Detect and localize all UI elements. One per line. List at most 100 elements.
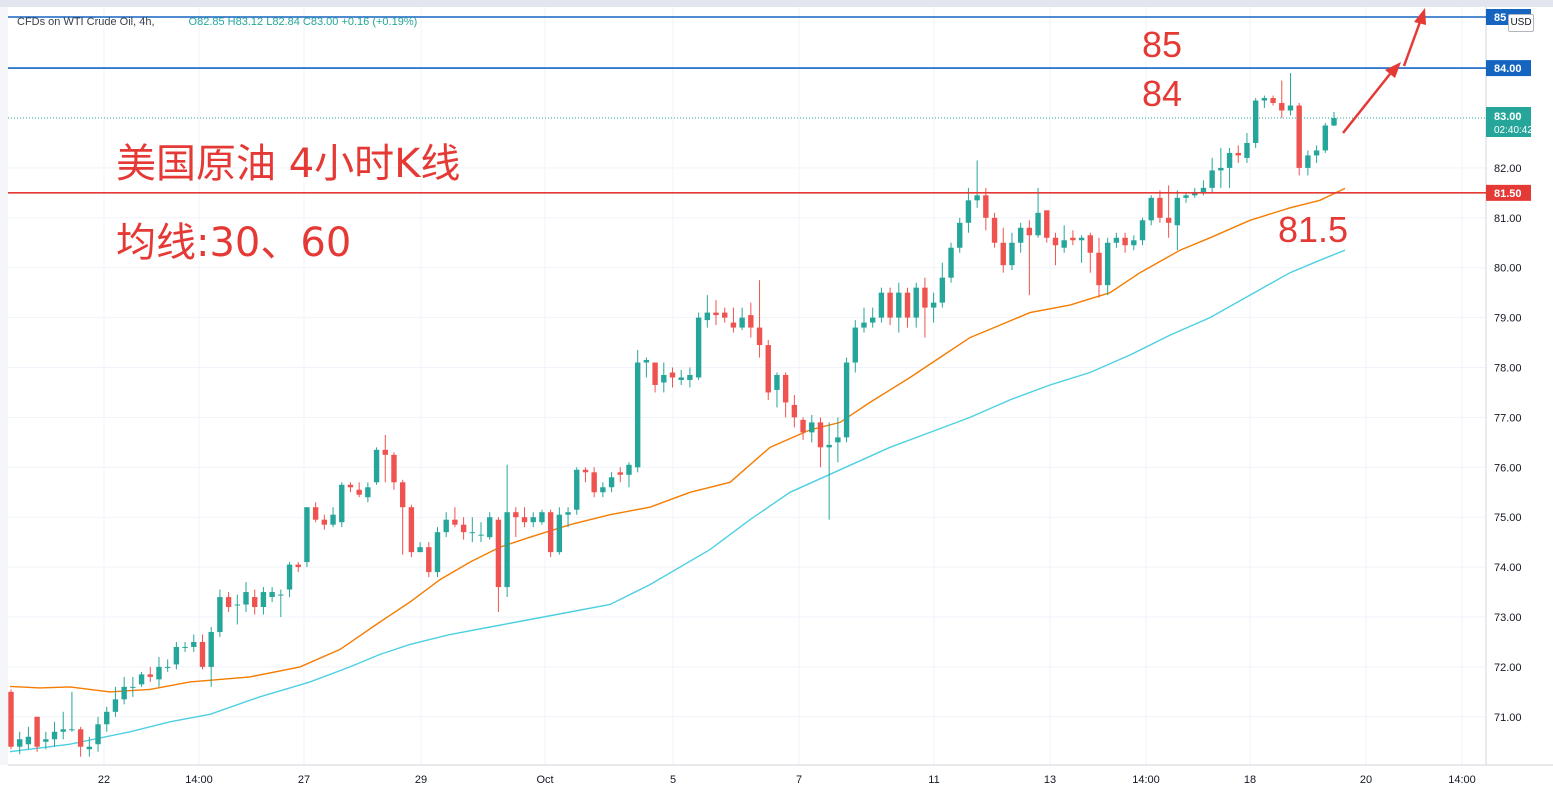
candle-body	[1322, 125, 1328, 151]
candle	[756, 280, 763, 358]
candle	[582, 467, 589, 483]
arrow-head-2	[1414, 8, 1426, 25]
candle-body	[1131, 240, 1137, 246]
candle-body	[774, 374, 780, 390]
candle	[8, 689, 14, 750]
candle-body	[687, 374, 693, 380]
candle-body	[809, 422, 815, 433]
candle-body	[1235, 152, 1241, 156]
candle-body	[1148, 197, 1154, 221]
arrow-line-1	[1342, 73, 1391, 134]
candle	[382, 434, 388, 483]
candle	[1087, 232, 1093, 273]
candle-body	[1287, 105, 1294, 111]
candle	[1157, 190, 1163, 223]
candle	[896, 282, 902, 333]
time-tick-label: Oct	[536, 774, 553, 786]
candle	[835, 417, 841, 463]
candle-body	[234, 604, 241, 606]
candle-body	[1026, 227, 1033, 236]
candle	[1009, 232, 1015, 271]
candle	[1287, 73, 1294, 116]
candle	[304, 507, 310, 568]
candle	[1104, 237, 1111, 296]
candle-body	[408, 507, 415, 553]
candle	[295, 562, 301, 573]
candle-body	[800, 419, 806, 433]
candle-body	[112, 699, 119, 712]
candle	[730, 307, 737, 333]
candle-body	[1270, 98, 1276, 104]
candle	[608, 472, 615, 493]
price-tick-label: 79.00	[1494, 313, 1522, 325]
candle	[826, 422, 832, 520]
grid-lines	[8, 7, 1486, 765]
candle	[913, 282, 919, 328]
candle	[626, 462, 632, 488]
candle-body	[373, 449, 380, 483]
candle	[286, 562, 293, 598]
price-tick-label: 73.00	[1494, 612, 1522, 624]
candle	[904, 287, 911, 328]
candle-body	[521, 517, 528, 523]
candle-body	[469, 532, 476, 534]
candle-body	[225, 597, 232, 608]
candle-body	[478, 534, 484, 536]
price-tick-label: 76.00	[1494, 462, 1522, 474]
candle-body	[887, 292, 893, 318]
candle-body	[922, 287, 928, 308]
candle-body	[730, 322, 737, 328]
candle	[617, 467, 623, 483]
candle-body	[547, 512, 554, 553]
candle	[321, 514, 328, 530]
symbol-label: CFDs on WTI Crude Oil, 4h,	[17, 16, 155, 28]
candle-body	[600, 487, 606, 493]
candle-body	[286, 564, 293, 590]
candle	[678, 369, 684, 385]
candle-body	[896, 292, 902, 318]
candle	[452, 507, 458, 528]
candle	[443, 512, 449, 538]
candle	[1174, 190, 1181, 251]
candle-body	[1192, 192, 1198, 196]
candle-body	[1044, 210, 1050, 238]
candle-body	[1087, 235, 1093, 253]
candle	[330, 507, 336, 528]
candle-body	[365, 487, 371, 498]
candle	[1279, 80, 1285, 118]
tag-countdown: 02:40:42	[1494, 125, 1533, 136]
candle	[1122, 232, 1128, 253]
currency-badge[interactable]: USD	[1508, 14, 1534, 32]
candle	[208, 626, 214, 687]
candle	[1305, 150, 1311, 176]
candle	[199, 634, 206, 670]
candle-body	[1122, 237, 1128, 246]
candle	[243, 582, 249, 613]
candle-body	[217, 597, 223, 632]
candle	[713, 300, 719, 326]
candle-body	[634, 362, 641, 468]
candle-body	[391, 454, 397, 483]
candle	[948, 242, 954, 283]
candle	[112, 686, 119, 717]
candle	[86, 736, 93, 757]
candle-body	[339, 484, 345, 523]
candle-body	[1200, 187, 1207, 193]
candle-body	[130, 686, 136, 688]
annotation-85: 85	[1142, 24, 1182, 65]
candle	[173, 641, 180, 670]
arrow-head-1	[1385, 62, 1401, 78]
candle-body	[608, 477, 615, 488]
candle-body	[1157, 197, 1163, 218]
candle	[260, 587, 267, 615]
candle-body	[765, 345, 771, 393]
time-tick-label: 27	[298, 774, 310, 786]
candle	[43, 731, 49, 750]
time-axis: 22 14:00 27 29 Oct 5 7 11 13 14:00 18 20 14:00	[98, 774, 1476, 786]
candle-body	[722, 312, 728, 318]
candle	[591, 467, 597, 498]
candle-body	[104, 711, 110, 725]
candle-body	[69, 729, 75, 731]
